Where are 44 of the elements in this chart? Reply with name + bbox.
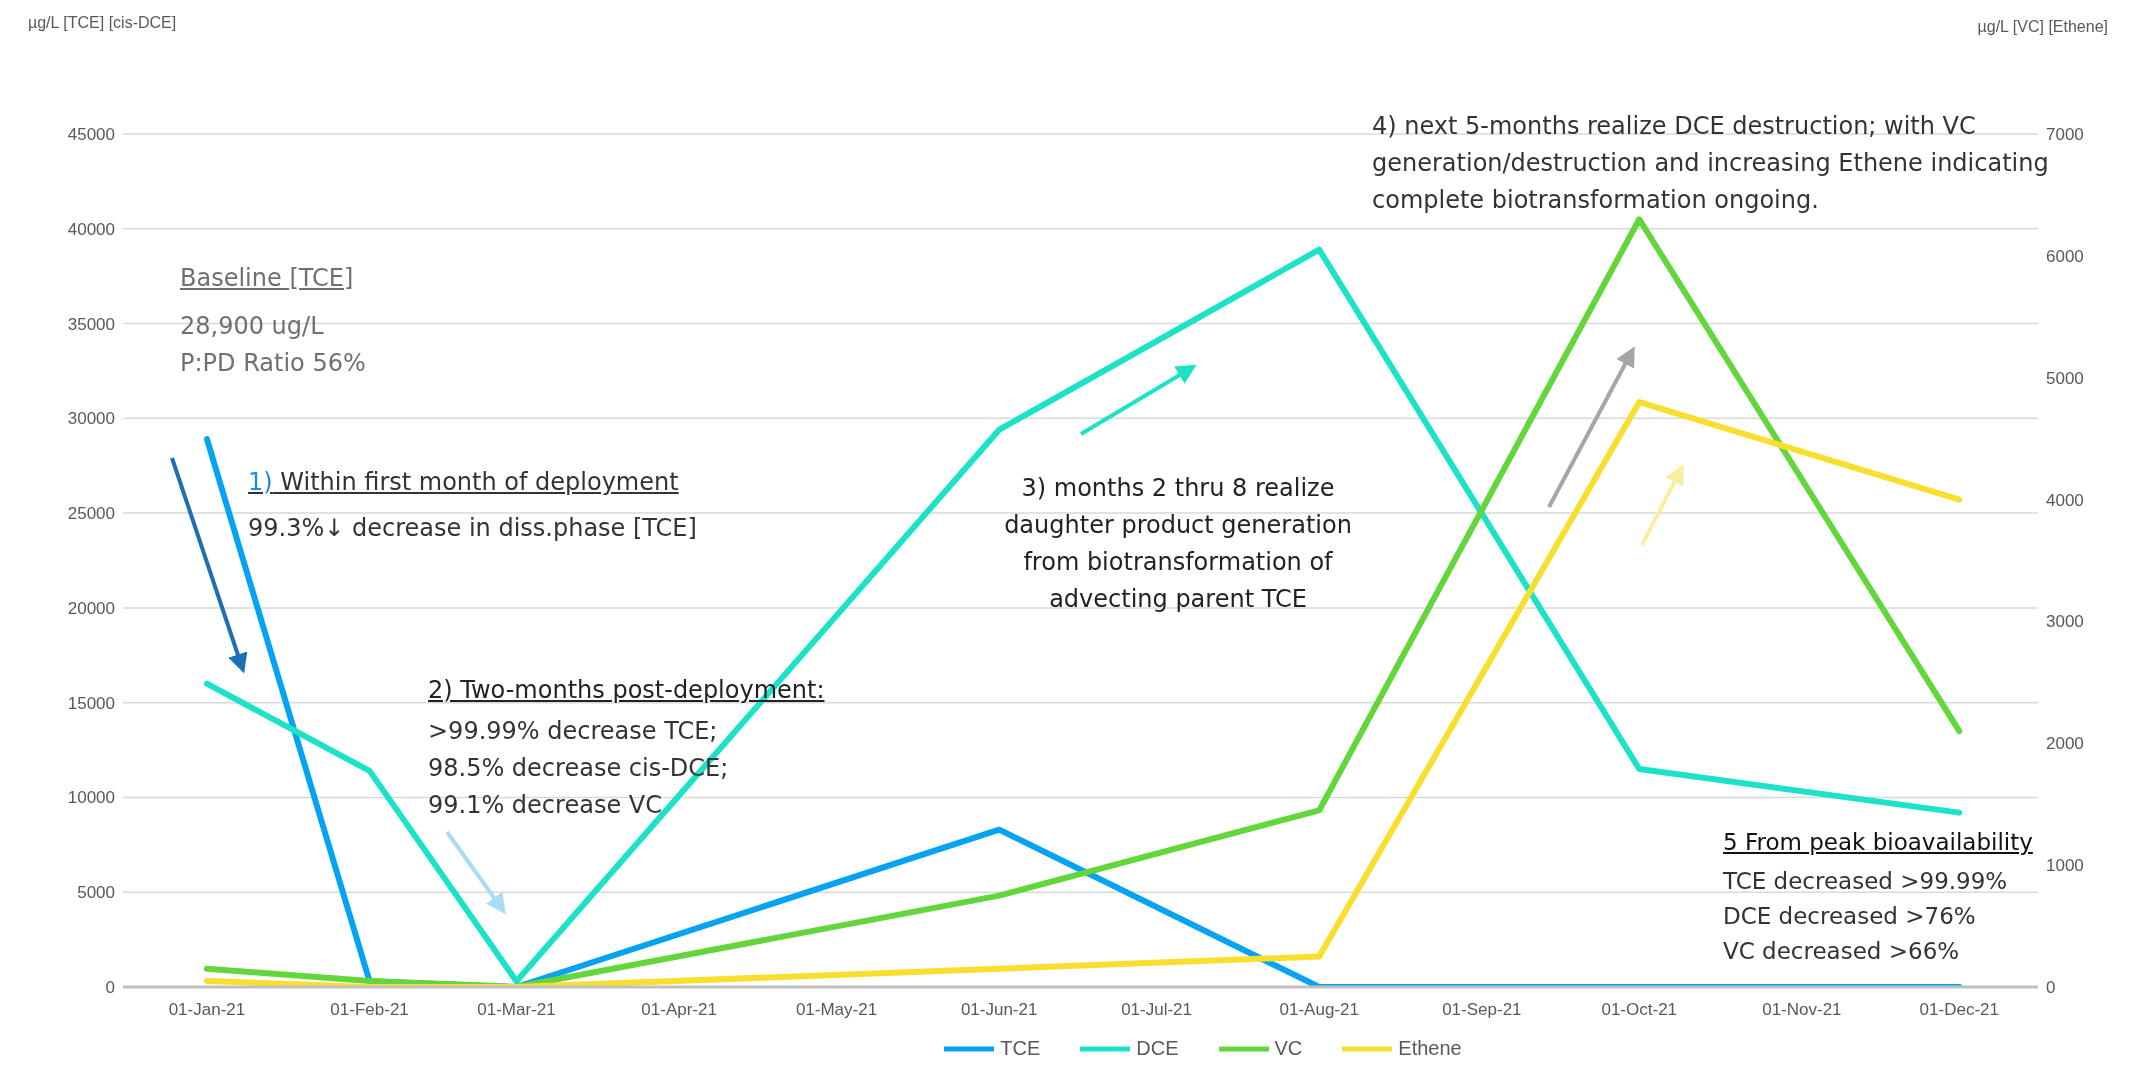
x-tick-label: 01-Jul-21 bbox=[1121, 1000, 1193, 1020]
y2-tick-label: 7000 bbox=[2046, 125, 2084, 145]
y2-tick-label: 2000 bbox=[2046, 734, 2084, 754]
y2-tick-label: 0 bbox=[2046, 978, 2056, 998]
y-tick-label: 25000 bbox=[67, 504, 115, 524]
annotation: 99.3%↓ decrease in diss.phase [TCE] bbox=[248, 513, 697, 544]
legend-label: Ethene bbox=[1398, 1037, 1462, 1060]
x-tick-label: 01-Aug-21 bbox=[1279, 1000, 1359, 1020]
y2-tick-label: 4000 bbox=[2046, 490, 2084, 510]
text: µg/L [VC] [Ethene] bbox=[1976, 17, 2108, 37]
y-tick-label: 15000 bbox=[67, 693, 115, 713]
y2-tick-label: 6000 bbox=[2046, 246, 2084, 266]
x-tick-label: 01-Apr-21 bbox=[641, 1000, 717, 1020]
annotation: TCE decreased >99.99% DCE decreased >76% VC decreased >66% bbox=[1723, 867, 2008, 966]
x-tick-label: 01-Sep-21 bbox=[1442, 1000, 1522, 1020]
legend-label: DCE bbox=[1136, 1037, 1179, 1060]
legend-label: VC bbox=[1274, 1037, 1303, 1060]
annotation: 4) next 5-months realize DCE destruction; with VC generation/destruction and increasing Ethene indicating complete biotransformation ongoing. bbox=[1372, 112, 2049, 216]
y-tick-label: 30000 bbox=[67, 409, 115, 429]
y2-tick-label: 3000 bbox=[2046, 612, 2084, 632]
x-tick-label: 01-Jan-21 bbox=[168, 1000, 246, 1020]
annotation: Baseline [TCE] bbox=[180, 263, 354, 294]
x-tick-label: 01-Nov-21 bbox=[1762, 1000, 1842, 1020]
y2-tick-label: 5000 bbox=[2046, 368, 2084, 388]
y-tick-label: 35000 bbox=[67, 314, 115, 334]
y-tick-label: 20000 bbox=[67, 598, 115, 618]
y2-tick-label: 1000 bbox=[2046, 856, 2084, 876]
y-tick-label: 5000 bbox=[77, 883, 115, 903]
y-tick-label: 10000 bbox=[67, 788, 115, 808]
annotation: 5 From peak bioavailability bbox=[1723, 828, 2033, 857]
y-tick-label: 0 bbox=[105, 978, 115, 998]
legend-label: TCE bbox=[1000, 1037, 1041, 1060]
x-tick-label: 01-Oct-21 bbox=[1601, 1000, 1678, 1020]
annotation: 28,900 ug/L P:PD Ratio 56% bbox=[180, 311, 366, 379]
annotation: 1) Within first month of deployment bbox=[248, 467, 679, 498]
y-tick-label: 40000 bbox=[67, 219, 115, 239]
x-tick-label: 01-Feb-21 bbox=[330, 1000, 409, 1020]
x-tick-label: 01-May-21 bbox=[795, 1000, 878, 1020]
x-tick-label: 01-Dec-21 bbox=[1919, 1000, 1999, 1020]
x-tick-label: 01-Mar-21 bbox=[477, 1000, 556, 1020]
annotation: 3) months 2 thru 8 realize daughter product generation from biotransformation of advecting parent TCE bbox=[1003, 473, 1353, 615]
y-tick-label: 45000 bbox=[67, 125, 115, 145]
text: µg/L [TCE] [cis-DCE] bbox=[28, 13, 177, 33]
x-tick-label: 01-Jun-21 bbox=[960, 1000, 1038, 1020]
